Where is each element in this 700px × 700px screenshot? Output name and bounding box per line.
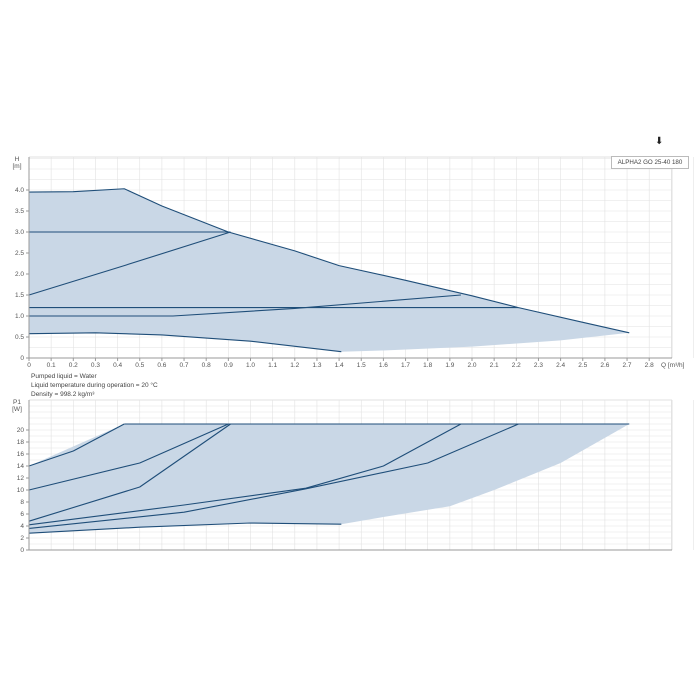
y-tick-label: 8 [20,499,24,506]
x-tick-label: 2.0 [467,362,476,369]
series-line-3 [28,423,231,522]
x-tick-label: 0.5 [135,362,144,369]
operating-area [29,424,630,534]
x-tick-label: 2.3 [534,362,543,369]
x-tick-label: 2.2 [512,362,521,369]
x-tick-label: 1.4 [335,362,344,369]
x-tick-label: 0.3 [91,362,100,369]
x-tick-label: 0.2 [69,362,78,369]
x-axis-label: Q [m³/h] [661,362,685,369]
x-tick-label: 1.2 [290,362,299,369]
series-line-5 [28,423,519,529]
series-line-6 [28,522,342,534]
series-line-4 [29,294,461,317]
operating-area [29,188,630,352]
x-tick-label: 1.6 [379,362,388,369]
series-line-2 [28,423,229,491]
note-pumped-liquid: Pumped liquid = Water [31,373,97,380]
power-panel: 0 2 4 6 8 10 12 14 16 18 20 P1[W] [12,399,694,554]
y-tick-label: 20 [17,427,25,434]
y-tick-label: 0 [20,355,24,362]
legend-box: ALPHA2 GO 25-40 180 [611,156,689,169]
x-tick-label: 0 [27,362,31,369]
x-tick-label: 1.3 [312,362,321,369]
series-line-4 [28,423,462,526]
y-tick-label: 10 [17,487,25,494]
x-tick-label: 2.7 [623,362,632,369]
y-tick-label: 4.0 [15,187,24,194]
x-tick-label: 1.1 [268,362,277,369]
y-tick-label: 12 [17,475,25,482]
y-tick-label: 3.5 [15,208,24,215]
y-tick-label: 6 [20,511,24,518]
x-tick-label: 2.4 [556,362,565,369]
head-panel: 0 0.5 1.0 1.5 2.0 2.5 3.0 3.5 4.0 H[m] 0 0.1 0.2 0.3 0… [12,156,694,369]
y-tick-label: 3.0 [15,229,24,236]
y-axis-label: [W] [12,406,22,413]
y-tick-label: 0.5 [15,334,24,341]
y-tick-label: 0 [20,547,24,554]
x-tick-label: 0.1 [47,362,56,369]
y-tick-label: 1.0 [15,313,24,320]
x-tick-label: 1.7 [401,362,410,369]
x-tick-label: 0.6 [157,362,166,369]
x-tick-label: 2.6 [600,362,609,369]
x-tick-label: 0.9 [224,362,233,369]
series-line-1 [28,423,125,467]
y-tick-label: 2.0 [15,271,24,278]
y-tick-label: 1.5 [15,292,24,299]
x-tick-label: 2.5 [578,362,587,369]
y-tick-label: 2 [20,535,24,542]
series-line-2 [28,231,231,296]
y-tick-label: 4 [20,523,24,530]
series-line-0 [28,188,630,334]
y-tick-label: 18 [17,439,25,446]
x-tick-label: 1.5 [357,362,366,369]
y-tick-label: 16 [17,451,25,458]
x-tick-label: 0.8 [202,362,211,369]
note-density: Density = 998.2 kg/m³ [31,391,95,398]
download-icon[interactable]: ⬇ [655,136,664,147]
y-axis-label: [m] [12,163,21,170]
x-tick-label: 1.9 [445,362,454,369]
y-tick-label: 2.5 [15,250,24,257]
x-tick-label: 0.7 [180,362,189,369]
note-liquid-temperature: Liquid temperature during operation = 20… [31,382,158,389]
y-axis-label: H [15,156,20,163]
x-tick-label: 1.8 [423,362,432,369]
series-line-5 [28,332,342,353]
x-tick-label: 2.1 [490,362,499,369]
x-tick-label: 1.0 [246,362,255,369]
x-tick-label: 0.4 [113,362,122,369]
y-tick-label: 14 [17,463,25,470]
x-tick-label: 2.8 [645,362,654,369]
y-axis-label: P1 [13,399,21,406]
